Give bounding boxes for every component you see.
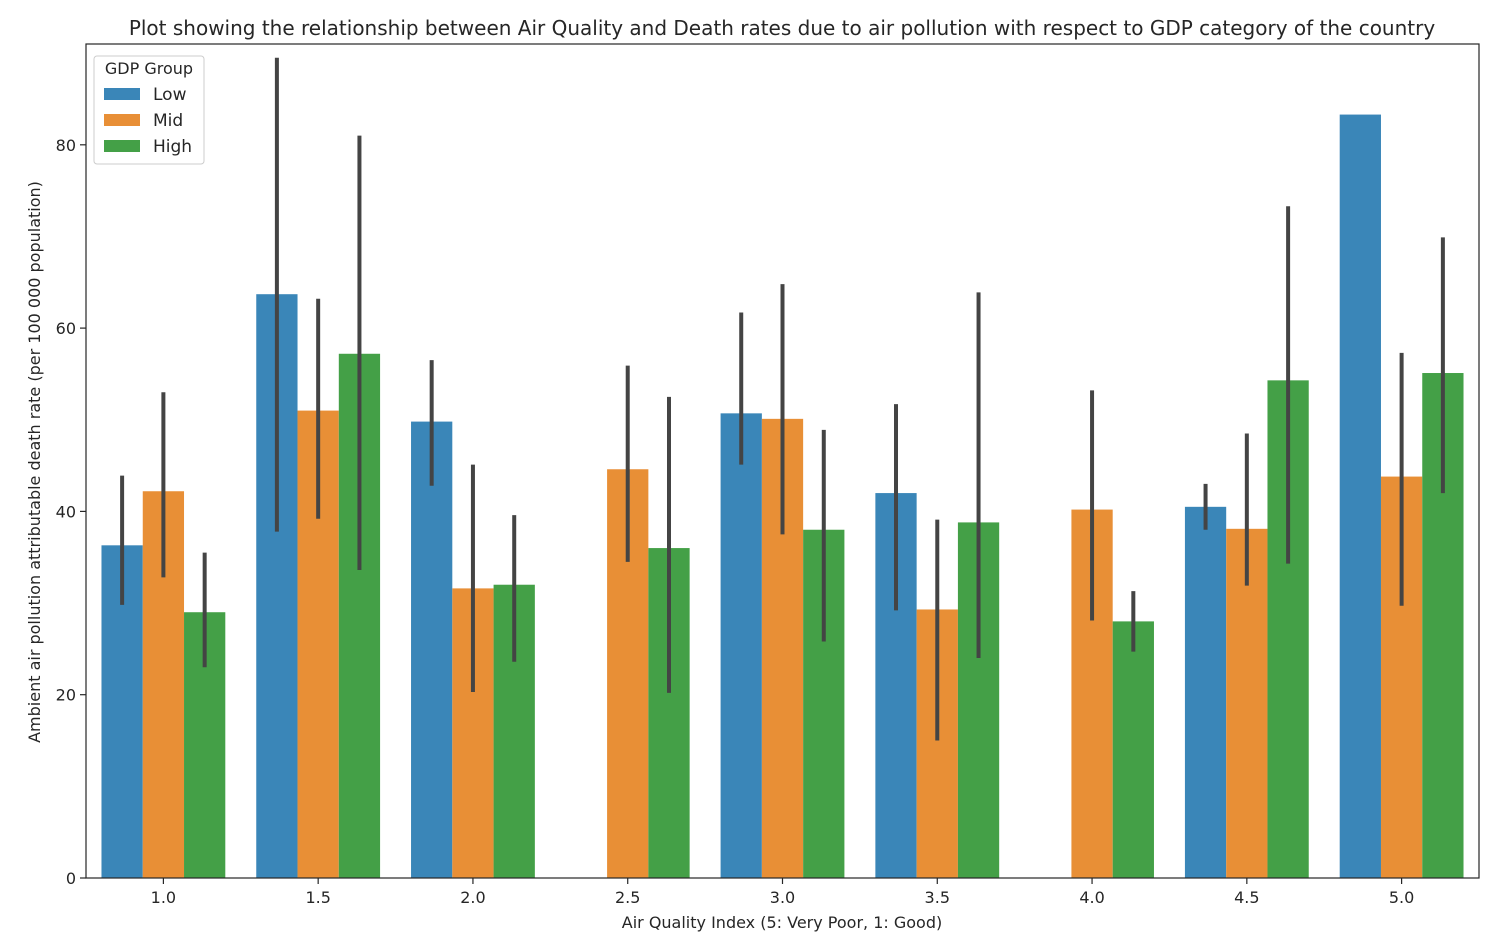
y-tick-label: 80	[56, 136, 76, 155]
y-tick-label: 60	[56, 319, 76, 338]
bar-high-4.0	[1112, 621, 1154, 878]
bar-low-5.0	[1339, 114, 1381, 879]
x-tick-label: 4.5	[1234, 888, 1259, 907]
bar-low-2.0	[411, 421, 453, 878]
x-tick-label: 3.0	[770, 888, 795, 907]
legend-swatch-high	[104, 140, 140, 152]
x-tick-label: 1.0	[151, 888, 176, 907]
y-tick-label: 0	[66, 869, 76, 888]
x-tick-label: 1.5	[305, 888, 330, 907]
chart-title: Plot showing the relationship between Ai…	[129, 16, 1436, 40]
legend: GDP Group Low Mid High	[93, 55, 205, 165]
legend-title: GDP Group	[105, 59, 193, 78]
x-tick-label: 2.5	[615, 888, 640, 907]
legend-items: Low Mid High	[104, 85, 192, 157]
y-tick-label: 20	[56, 686, 76, 705]
legend-label-low: Low	[153, 85, 187, 105]
x-tick-label: 4.0	[1079, 888, 1104, 907]
legend-swatch-low	[104, 88, 140, 100]
plot-area: 0 20 40 60 80 1.0 1.5 2.0 2.5 3.0 3.5 4.0 4.5 5.0	[56, 43, 1480, 907]
y-tick-label: 40	[56, 502, 76, 521]
x-tick-label: 5.0	[1389, 888, 1414, 907]
legend-label-high: High	[153, 137, 192, 157]
legend-swatch-mid	[104, 114, 140, 126]
x-tick-label: 3.5	[925, 888, 950, 907]
bar-mid-4.5	[1226, 528, 1268, 878]
x-tick-label: 2.0	[460, 888, 485, 907]
legend-box	[93, 55, 205, 165]
y-axis-label: Ambient air pollution attributable death…	[25, 181, 44, 743]
bar-low-3.0	[720, 413, 762, 878]
bar-low-4.5	[1184, 506, 1227, 878]
x-axis-label: Air Quality Index (5: Very Poor, 1: Good…	[622, 913, 942, 932]
legend-label-mid: Mid	[153, 111, 183, 131]
